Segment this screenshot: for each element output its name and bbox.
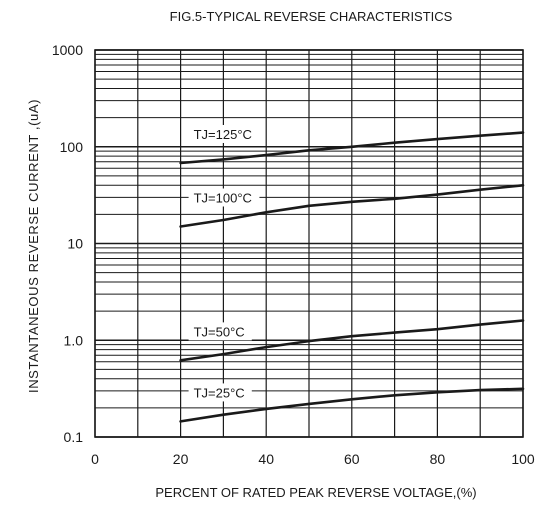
series-line — [179, 319, 525, 362]
series-label-bg — [188, 188, 260, 207]
series-line — [179, 184, 525, 228]
x-axis-label: PERCENT OF RATED PEAK REVERSE VOLTAGE,(%… — [155, 485, 476, 500]
y-tick-label: 1000 — [52, 42, 83, 58]
curves — [179, 131, 525, 423]
chart-title: FIG.5-TYPICAL REVERSE CHARACTERISTICS — [170, 9, 453, 24]
x-tick-labels: 0 20 40 60 80 100 — [91, 451, 535, 467]
series-label-bg — [188, 124, 260, 143]
x-tick-label: 0 — [91, 451, 99, 467]
x-tick-label: 80 — [430, 451, 446, 467]
y-tick-label: 10 — [67, 236, 83, 252]
x-tick-label: 20 — [173, 451, 189, 467]
series-line — [179, 131, 525, 165]
y-axis-label: INSTANTANEOUS REVERSE CURRENT ,(uA) — [26, 99, 41, 393]
x-tick-label: 40 — [258, 451, 274, 467]
y-tick-labels: 0.1 1.0 10 100 1000 — [52, 42, 83, 445]
series-label: TJ=50°C — [194, 324, 245, 339]
y-tick-label: 1.0 — [64, 332, 84, 348]
series-label: TJ=25°C — [194, 385, 245, 400]
plot-frame — [94, 49, 524, 438]
series-line — [179, 387, 525, 423]
y-tick-label: 0.1 — [64, 429, 84, 445]
y-tick-label: 100 — [60, 139, 84, 155]
series-label: TJ=125°C — [194, 127, 252, 142]
x-tick-label: 60 — [344, 451, 360, 467]
x-tick-label: 100 — [511, 451, 535, 467]
grid — [94, 49, 524, 438]
series-label-bg — [188, 383, 252, 402]
series-labels: TJ=125°C TJ=100°C TJ=50°C TJ=25°C — [188, 124, 260, 402]
series-label: TJ=100°C — [194, 190, 252, 205]
series-label-bg — [188, 322, 252, 341]
